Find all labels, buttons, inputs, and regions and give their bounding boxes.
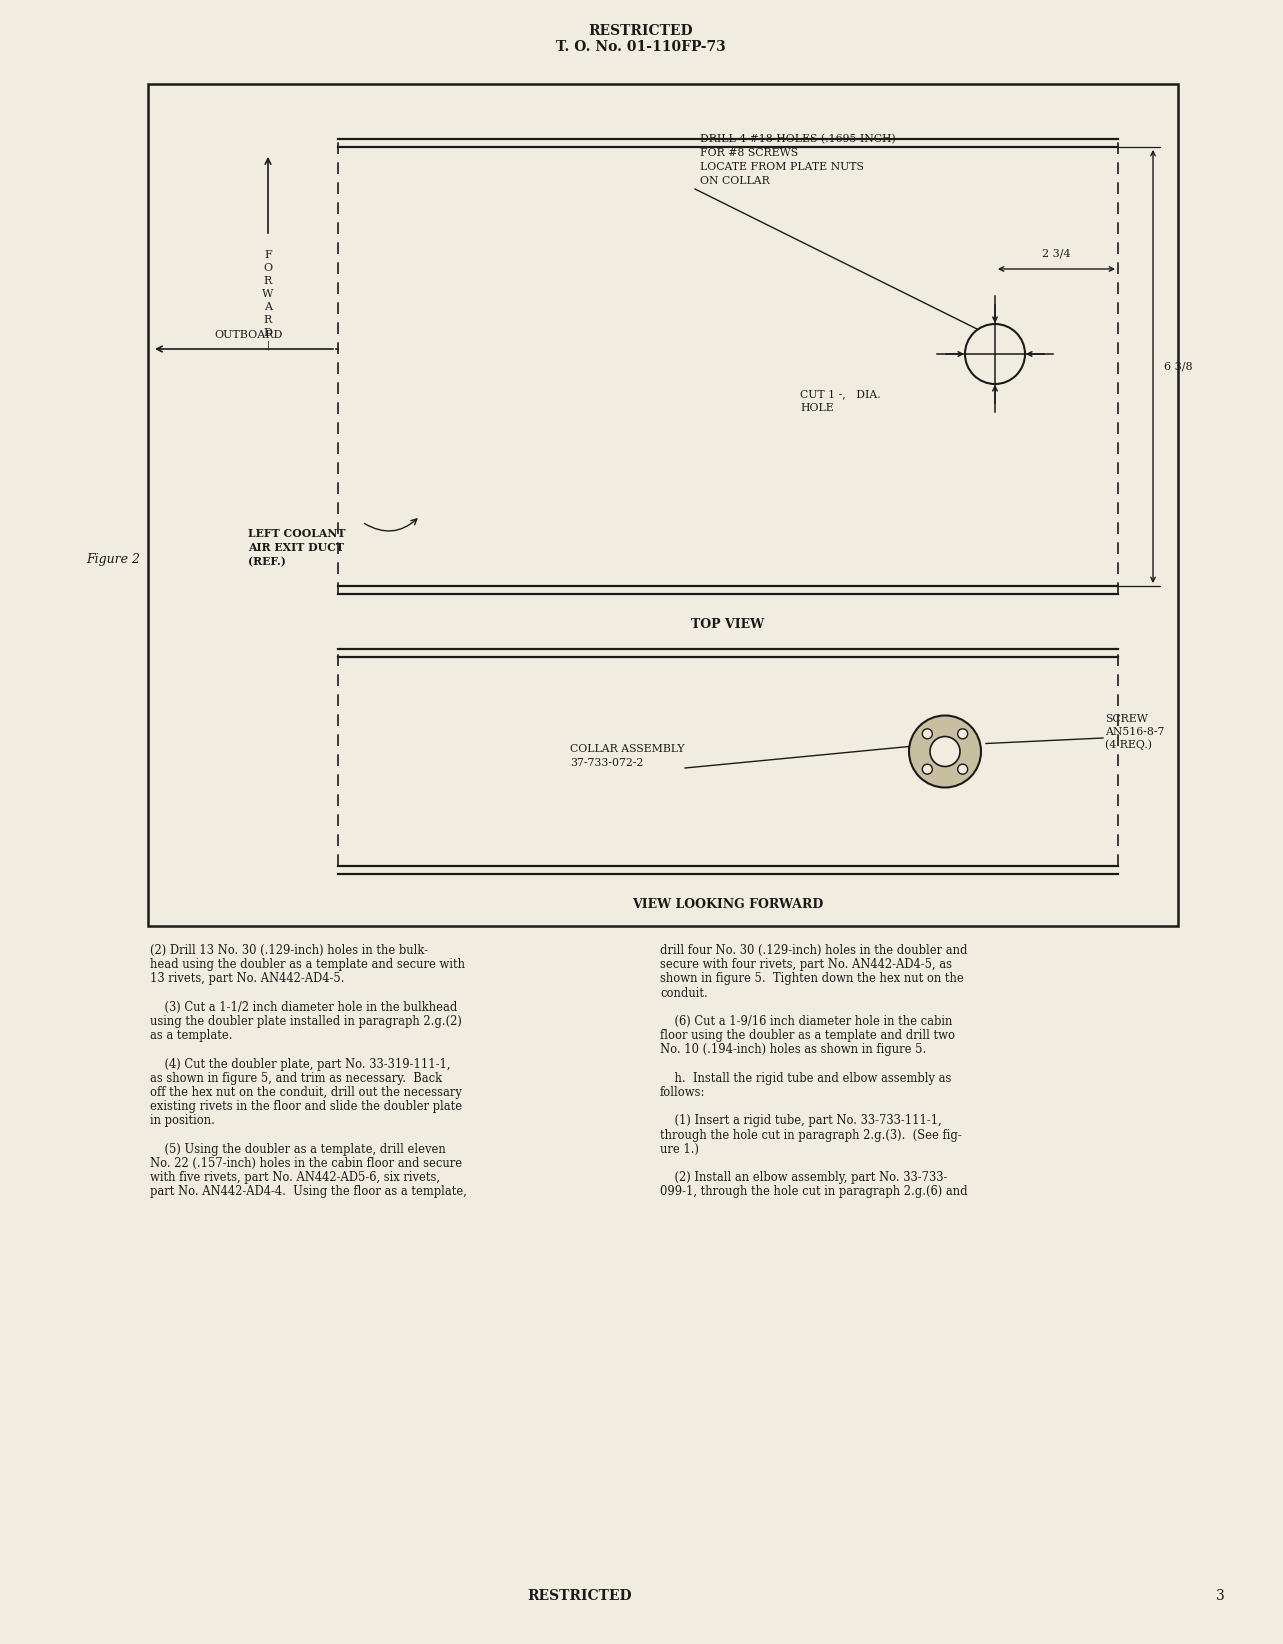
Text: RESTRICTED: RESTRICTED [527, 1590, 633, 1603]
Text: D: D [263, 329, 272, 339]
Text: AN516-8-7: AN516-8-7 [1105, 727, 1165, 737]
Text: OUTBOARD: OUTBOARD [214, 330, 284, 340]
Text: (2) Install an elbow assembly, part No. 33-733-: (2) Install an elbow assembly, part No. … [659, 1171, 947, 1184]
Text: DRILL 4 #18 HOLES (.1695 INCH): DRILL 4 #18 HOLES (.1695 INCH) [701, 135, 896, 145]
Text: LOCATE FROM PLATE NUTS: LOCATE FROM PLATE NUTS [701, 163, 863, 173]
Text: COLLAR ASSEMBLY: COLLAR ASSEMBLY [570, 745, 685, 755]
Text: HOLE: HOLE [801, 403, 834, 413]
Text: 2 3/4: 2 3/4 [1042, 248, 1071, 260]
Circle shape [922, 764, 933, 774]
Bar [148, 84, 1178, 926]
Text: |: | [267, 340, 269, 350]
Text: through the hole cut in paragraph 2.g.(3).  (See fig-: through the hole cut in paragraph 2.g.(3… [659, 1128, 962, 1141]
Text: VIEW LOOKING FORWARD: VIEW LOOKING FORWARD [633, 898, 824, 911]
Text: FOR #8 SCREWS: FOR #8 SCREWS [701, 148, 798, 158]
Text: with five rivets, part No. AN442-AD5-6, six rivets,: with five rivets, part No. AN442-AD5-6, … [150, 1171, 440, 1184]
Text: floor using the doubler as a template and drill two: floor using the doubler as a template an… [659, 1029, 955, 1042]
Circle shape [922, 728, 933, 738]
Text: LEFT COOLANT: LEFT COOLANT [248, 528, 345, 539]
Text: shown in figure 5.  Tighten down the hex nut on the: shown in figure 5. Tighten down the hex … [659, 972, 964, 985]
Circle shape [965, 324, 1025, 385]
Text: TOP VIEW: TOP VIEW [692, 618, 765, 631]
Text: follows:: follows: [659, 1087, 706, 1098]
Text: Figure 2: Figure 2 [86, 554, 140, 567]
Text: existing rivets in the floor and slide the doubler plate: existing rivets in the floor and slide t… [150, 1100, 462, 1113]
Text: R: R [264, 316, 272, 326]
Text: No. 10 (.194-inch) holes as shown in figure 5.: No. 10 (.194-inch) holes as shown in fig… [659, 1044, 926, 1057]
Text: No. 22 (.157-inch) holes in the cabin floor and secure: No. 22 (.157-inch) holes in the cabin fl… [150, 1157, 462, 1171]
Text: as shown in figure 5, and trim as necessary.  Back: as shown in figure 5, and trim as necess… [150, 1072, 443, 1085]
Text: (3) Cut a 1-1/2 inch diameter hole in the bulkhead: (3) Cut a 1-1/2 inch diameter hole in th… [150, 1001, 457, 1014]
Text: F: F [264, 250, 272, 260]
Text: conduit.: conduit. [659, 986, 708, 1000]
Circle shape [908, 715, 981, 787]
Text: (6) Cut a 1-9/16 inch diameter hole in the cabin: (6) Cut a 1-9/16 inch diameter hole in t… [659, 1014, 952, 1028]
Text: W: W [262, 289, 273, 299]
Text: using the doubler plate installed in paragraph 2.g.(2): using the doubler plate installed in par… [150, 1014, 462, 1028]
Text: ON COLLAR: ON COLLAR [701, 176, 770, 186]
Text: (REF.): (REF.) [248, 556, 286, 567]
Text: (5) Using the doubler as a template, drill eleven: (5) Using the doubler as a template, dri… [150, 1143, 445, 1156]
Text: (4 REQ.): (4 REQ.) [1105, 740, 1152, 750]
Circle shape [957, 764, 967, 774]
Text: 099-1, through the hole cut in paragraph 2.g.(6) and: 099-1, through the hole cut in paragraph… [659, 1185, 967, 1198]
Text: 37-733-072-2: 37-733-072-2 [570, 758, 644, 768]
Text: T. O. No. 01-110FP-73: T. O. No. 01-110FP-73 [556, 39, 726, 54]
Text: SCREW: SCREW [1105, 713, 1148, 723]
Text: part No. AN442-AD4-4.  Using the floor as a template,: part No. AN442-AD4-4. Using the floor as… [150, 1185, 467, 1198]
Text: ure 1.): ure 1.) [659, 1143, 699, 1156]
Text: O: O [263, 263, 272, 273]
Text: 3: 3 [1215, 1590, 1224, 1603]
Text: (2) Drill 13 No. 30 (.129-inch) holes in the bulk-: (2) Drill 13 No. 30 (.129-inch) holes in… [150, 944, 429, 957]
Circle shape [930, 737, 960, 766]
Text: as a template.: as a template. [150, 1029, 232, 1042]
Text: h.  Install the rigid tube and elbow assembly as: h. Install the rigid tube and elbow asse… [659, 1072, 952, 1085]
Text: A: A [264, 302, 272, 312]
Text: head using the doubler as a template and secure with: head using the doubler as a template and… [150, 958, 464, 972]
Text: 13 rivets, part No. AN442-AD4-5.: 13 rivets, part No. AN442-AD4-5. [150, 972, 345, 985]
Text: secure with four rivets, part No. AN442-AD4-5, as: secure with four rivets, part No. AN442-… [659, 958, 952, 972]
Text: CUT 1 -,   DIA.: CUT 1 -, DIA. [801, 390, 880, 399]
Circle shape [957, 728, 967, 738]
Text: RESTRICTED: RESTRICTED [589, 25, 693, 38]
Text: (1) Insert a rigid tube, part No. 33-733-111-1,: (1) Insert a rigid tube, part No. 33-733… [659, 1115, 942, 1128]
Text: drill four No. 30 (.129-inch) holes in the doubler and: drill four No. 30 (.129-inch) holes in t… [659, 944, 967, 957]
Text: 6 3/8: 6 3/8 [1164, 362, 1193, 372]
Text: in position.: in position. [150, 1115, 214, 1128]
Text: off the hex nut on the conduit, drill out the necessary: off the hex nut on the conduit, drill ou… [150, 1087, 462, 1098]
Text: AIR EXIT DUCT: AIR EXIT DUCT [248, 543, 344, 552]
Text: R: R [264, 276, 272, 286]
Text: (4) Cut the doubler plate, part No. 33-319-111-1,: (4) Cut the doubler plate, part No. 33-3… [150, 1057, 450, 1070]
